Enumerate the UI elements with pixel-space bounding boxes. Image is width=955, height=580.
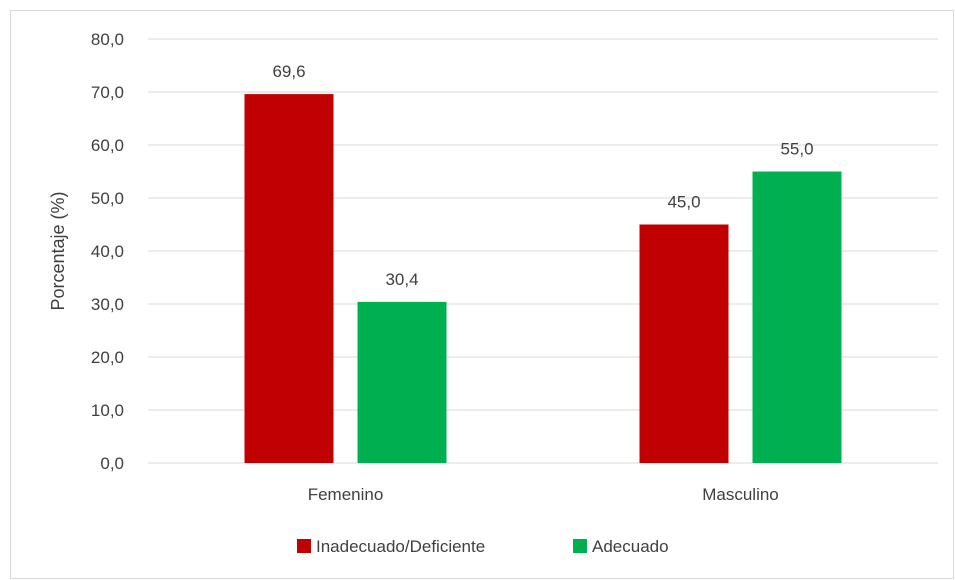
x-tick-label: Femenino bbox=[308, 485, 384, 504]
bars bbox=[244, 94, 842, 464]
legend-label: Adecuado bbox=[592, 537, 669, 556]
y-tick-label: 70,0 bbox=[91, 83, 124, 102]
legend: Inadecuado/Deficiente Adecuado bbox=[297, 537, 669, 556]
x-tick-label: Masculino bbox=[702, 485, 779, 504]
data-label: 69,6 bbox=[272, 62, 305, 81]
data-labels: 69,6 30,4 45,0 55,0 bbox=[272, 62, 813, 289]
y-tick-label: 0,0 bbox=[100, 454, 124, 473]
y-tick-label: 80,0 bbox=[91, 30, 124, 49]
y-tick-label: 10,0 bbox=[91, 401, 124, 420]
data-label: 30,4 bbox=[385, 270, 418, 289]
y-tick-label: 30,0 bbox=[91, 295, 124, 314]
bar-masculino-series-1 bbox=[752, 171, 842, 463]
legend-label: Inadecuado/Deficiente bbox=[316, 537, 485, 556]
y-axis-title: Porcentaje (%) bbox=[48, 191, 68, 310]
bar-masculino-series-0 bbox=[639, 224, 729, 463]
x-axis-ticks: Femenino Masculino bbox=[308, 485, 779, 504]
legend-swatch bbox=[297, 539, 311, 553]
bar-femenino-series-1 bbox=[357, 301, 447, 463]
y-axis-ticks: 0,0 10,0 20,0 30,0 40,0 50,0 60,0 70,0 80,0 bbox=[91, 30, 124, 473]
data-label: 55,0 bbox=[780, 140, 813, 159]
y-tick-label: 20,0 bbox=[91, 348, 124, 367]
y-tick-label: 50,0 bbox=[91, 189, 124, 208]
legend-swatch bbox=[573, 539, 587, 553]
data-label: 45,0 bbox=[667, 193, 700, 212]
y-tick-label: 60,0 bbox=[91, 136, 124, 155]
y-tick-label: 40,0 bbox=[91, 242, 124, 261]
bar-femenino-series-0 bbox=[244, 94, 334, 464]
